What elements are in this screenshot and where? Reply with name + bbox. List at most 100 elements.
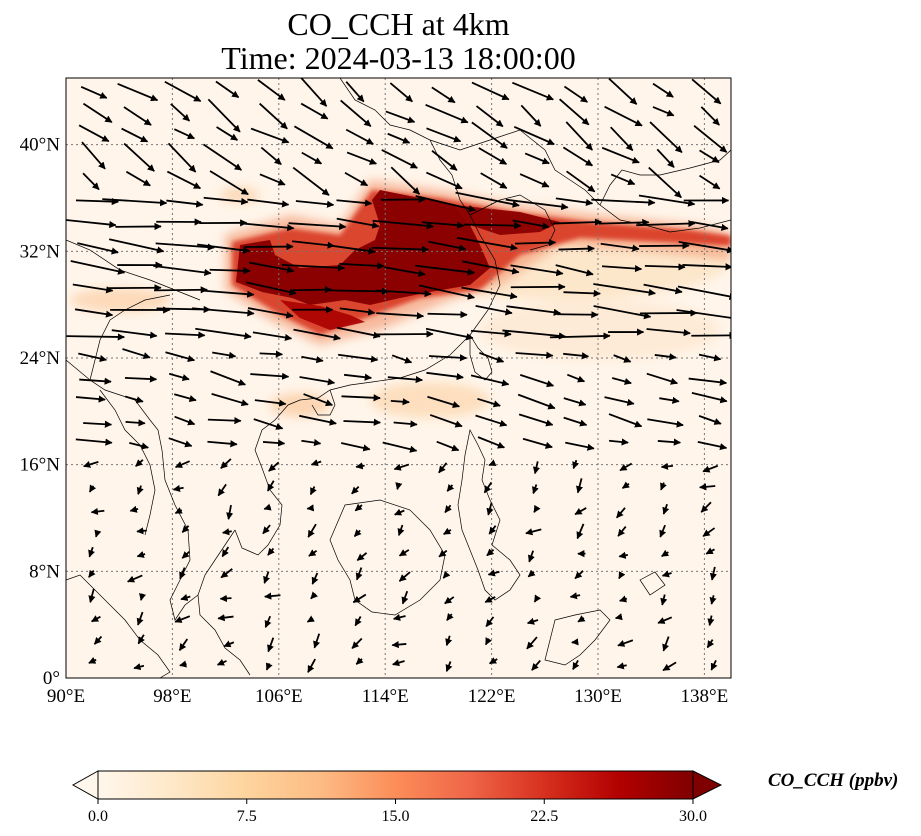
plot-title-line2: Time: 2024-03-13 18:00:00 [221,40,576,76]
wind-arrow [559,98,590,126]
wind-arrow [616,662,627,670]
wind-arrow [569,592,581,600]
wind-arrow [259,350,284,358]
wind-arrow [389,82,413,103]
wind-arrow [532,461,540,475]
wind-arrow [88,588,96,603]
wind-arrow [355,657,364,665]
lon-tick-label: 130°E [574,686,622,707]
wind-arrow [264,615,272,628]
wind-arrow [705,547,715,555]
wind-arrow [390,166,421,195]
wind-arrow [191,307,255,317]
wind-arrow [250,372,290,380]
wind-arrow [164,80,202,102]
wind-arrow [429,414,463,428]
lat-tick-label: 8°N [29,561,60,582]
wind-arrow [392,659,405,667]
wind-arrow [310,591,318,600]
wind-arrow [339,307,376,316]
wind-arrow [643,283,683,295]
wind-arrow [155,242,215,251]
wind-arrow [136,527,147,535]
wind-arrow [263,571,270,584]
wind-arrow [165,331,206,339]
wind-arrow [83,460,99,468]
wind-arrow [446,483,455,492]
wind-arrow [168,372,190,382]
wind-arrow [549,332,611,340]
wind-arrow [222,528,232,536]
wind-arrow [688,377,728,386]
wind-arrow [356,552,368,562]
colorbar-tick-label: 22.5 [530,808,558,825]
wind-arrow [299,414,337,426]
wind-arrow [527,569,536,578]
wind-arrow [247,198,290,208]
wind-arrow [662,503,670,515]
wind-arrow [438,549,448,558]
wind-arrow [180,593,191,601]
wind-arrow [461,286,518,300]
wind-arrow [371,245,429,253]
wind-arrow [710,660,718,671]
wind-arrow [308,549,318,557]
wind-arrow [337,353,379,363]
wind-arrow [109,238,165,254]
wind-arrow [522,437,553,449]
wind-arrow [295,200,335,208]
wind-arrow [181,550,191,559]
lon-tick-label: 106°E [255,686,303,707]
wind-arrow [166,170,202,190]
wind-arrow [345,128,374,145]
wind-arrow [574,507,587,516]
wind-arrow [610,173,636,186]
wind-arrow [351,637,363,649]
wind-arrow [259,102,288,130]
wind-arrow [519,374,555,388]
wind-arrow [601,146,640,164]
wind-arrow [216,658,227,666]
wind-arrow [398,571,411,582]
wind-arrow [292,166,330,196]
wind-arrow [226,504,234,520]
wind-arrow [619,462,633,472]
wind-arrow [254,399,287,407]
wind-arrow [563,352,590,360]
wind-arrow [438,462,448,474]
wind-arrow [343,373,372,381]
wind-arrow [532,484,539,495]
wind-arrow [533,504,541,513]
wind-arrow [421,221,465,229]
wind-arrow [223,640,235,648]
wind-arrow [418,284,475,300]
wind-arrow [618,571,626,580]
lat-tick-label: 0° [43,668,60,689]
wind-arrow [309,486,317,496]
wind-arrow [558,245,595,253]
wind-arrow [121,127,149,143]
wind-arrow [343,418,381,426]
wind-arrow [66,219,117,229]
wind-arrow [117,83,159,102]
wind-arrow [88,569,96,578]
wind-arrow [617,639,634,647]
wind-arrow [391,354,413,364]
wind-arrow [82,102,113,123]
wind-arrow [480,172,508,189]
map-frame [65,77,732,679]
wind-arrow [706,639,715,649]
wind-arrow [137,634,145,645]
wind-arrow [263,439,286,447]
map-area [66,78,731,678]
wind-arrow [267,547,275,556]
wind-arrow [341,394,381,402]
wind-arrow [677,285,731,300]
lat-tick-label: 40°N [20,135,61,156]
wind-arrow [563,397,587,407]
wind-arrow [394,508,405,516]
wind-arrow [202,143,242,171]
wind-arrow [484,595,496,603]
wind-arrow [66,333,125,341]
wind-arrow [387,132,411,144]
